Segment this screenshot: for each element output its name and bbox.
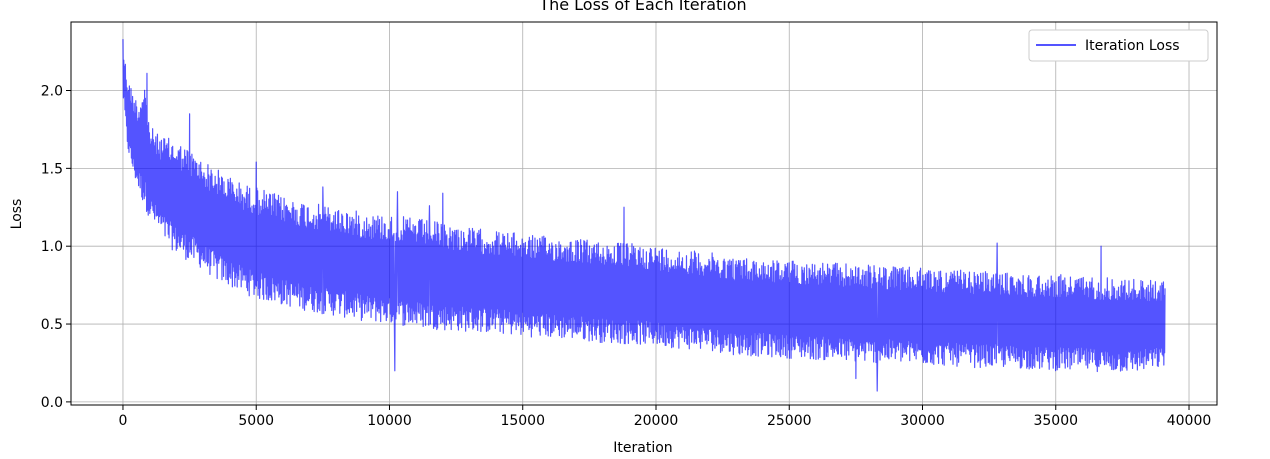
x-tick-label: 20000 bbox=[634, 413, 679, 429]
x-tick-label: 30000 bbox=[900, 413, 945, 429]
y-axis-label: Loss bbox=[9, 199, 25, 230]
series-line-iteration-loss bbox=[122, 39, 1166, 392]
x-tick-label: 5000 bbox=[238, 413, 274, 429]
y-tick-label: 1.5 bbox=[41, 161, 63, 177]
y-axis-ticks: 0.0 0.5 1.0 1.5 2.0 bbox=[41, 84, 71, 411]
x-tick-label: 40000 bbox=[1167, 413, 1212, 429]
x-axis-label: Iteration bbox=[613, 440, 672, 456]
y-tick-label: 1.0 bbox=[41, 239, 63, 255]
chart-title: The Loss of Each Iteration bbox=[538, 0, 746, 14]
x-tick-label: 35000 bbox=[1033, 413, 1078, 429]
x-tick-label: 10000 bbox=[367, 413, 412, 429]
x-tick-label: 15000 bbox=[500, 413, 545, 429]
legend-box bbox=[1028, 29, 1209, 62]
y-tick-label: 0.0 bbox=[41, 395, 63, 411]
legend-label: Iteration Loss bbox=[1085, 38, 1180, 54]
x-axis-ticks: 0 5000 10000 15000 20000 25000 30000 35000 40000 bbox=[119, 405, 1212, 429]
plot-frame bbox=[70, 21, 1218, 406]
series-area bbox=[122, 39, 1166, 392]
x-tick-label: 25000 bbox=[767, 413, 812, 429]
x-tick-label: 0 bbox=[119, 413, 128, 429]
legend: Iteration Loss bbox=[1028, 29, 1209, 62]
y-tick-label: 2.0 bbox=[41, 84, 63, 100]
y-tick-label: 0.5 bbox=[41, 317, 63, 333]
